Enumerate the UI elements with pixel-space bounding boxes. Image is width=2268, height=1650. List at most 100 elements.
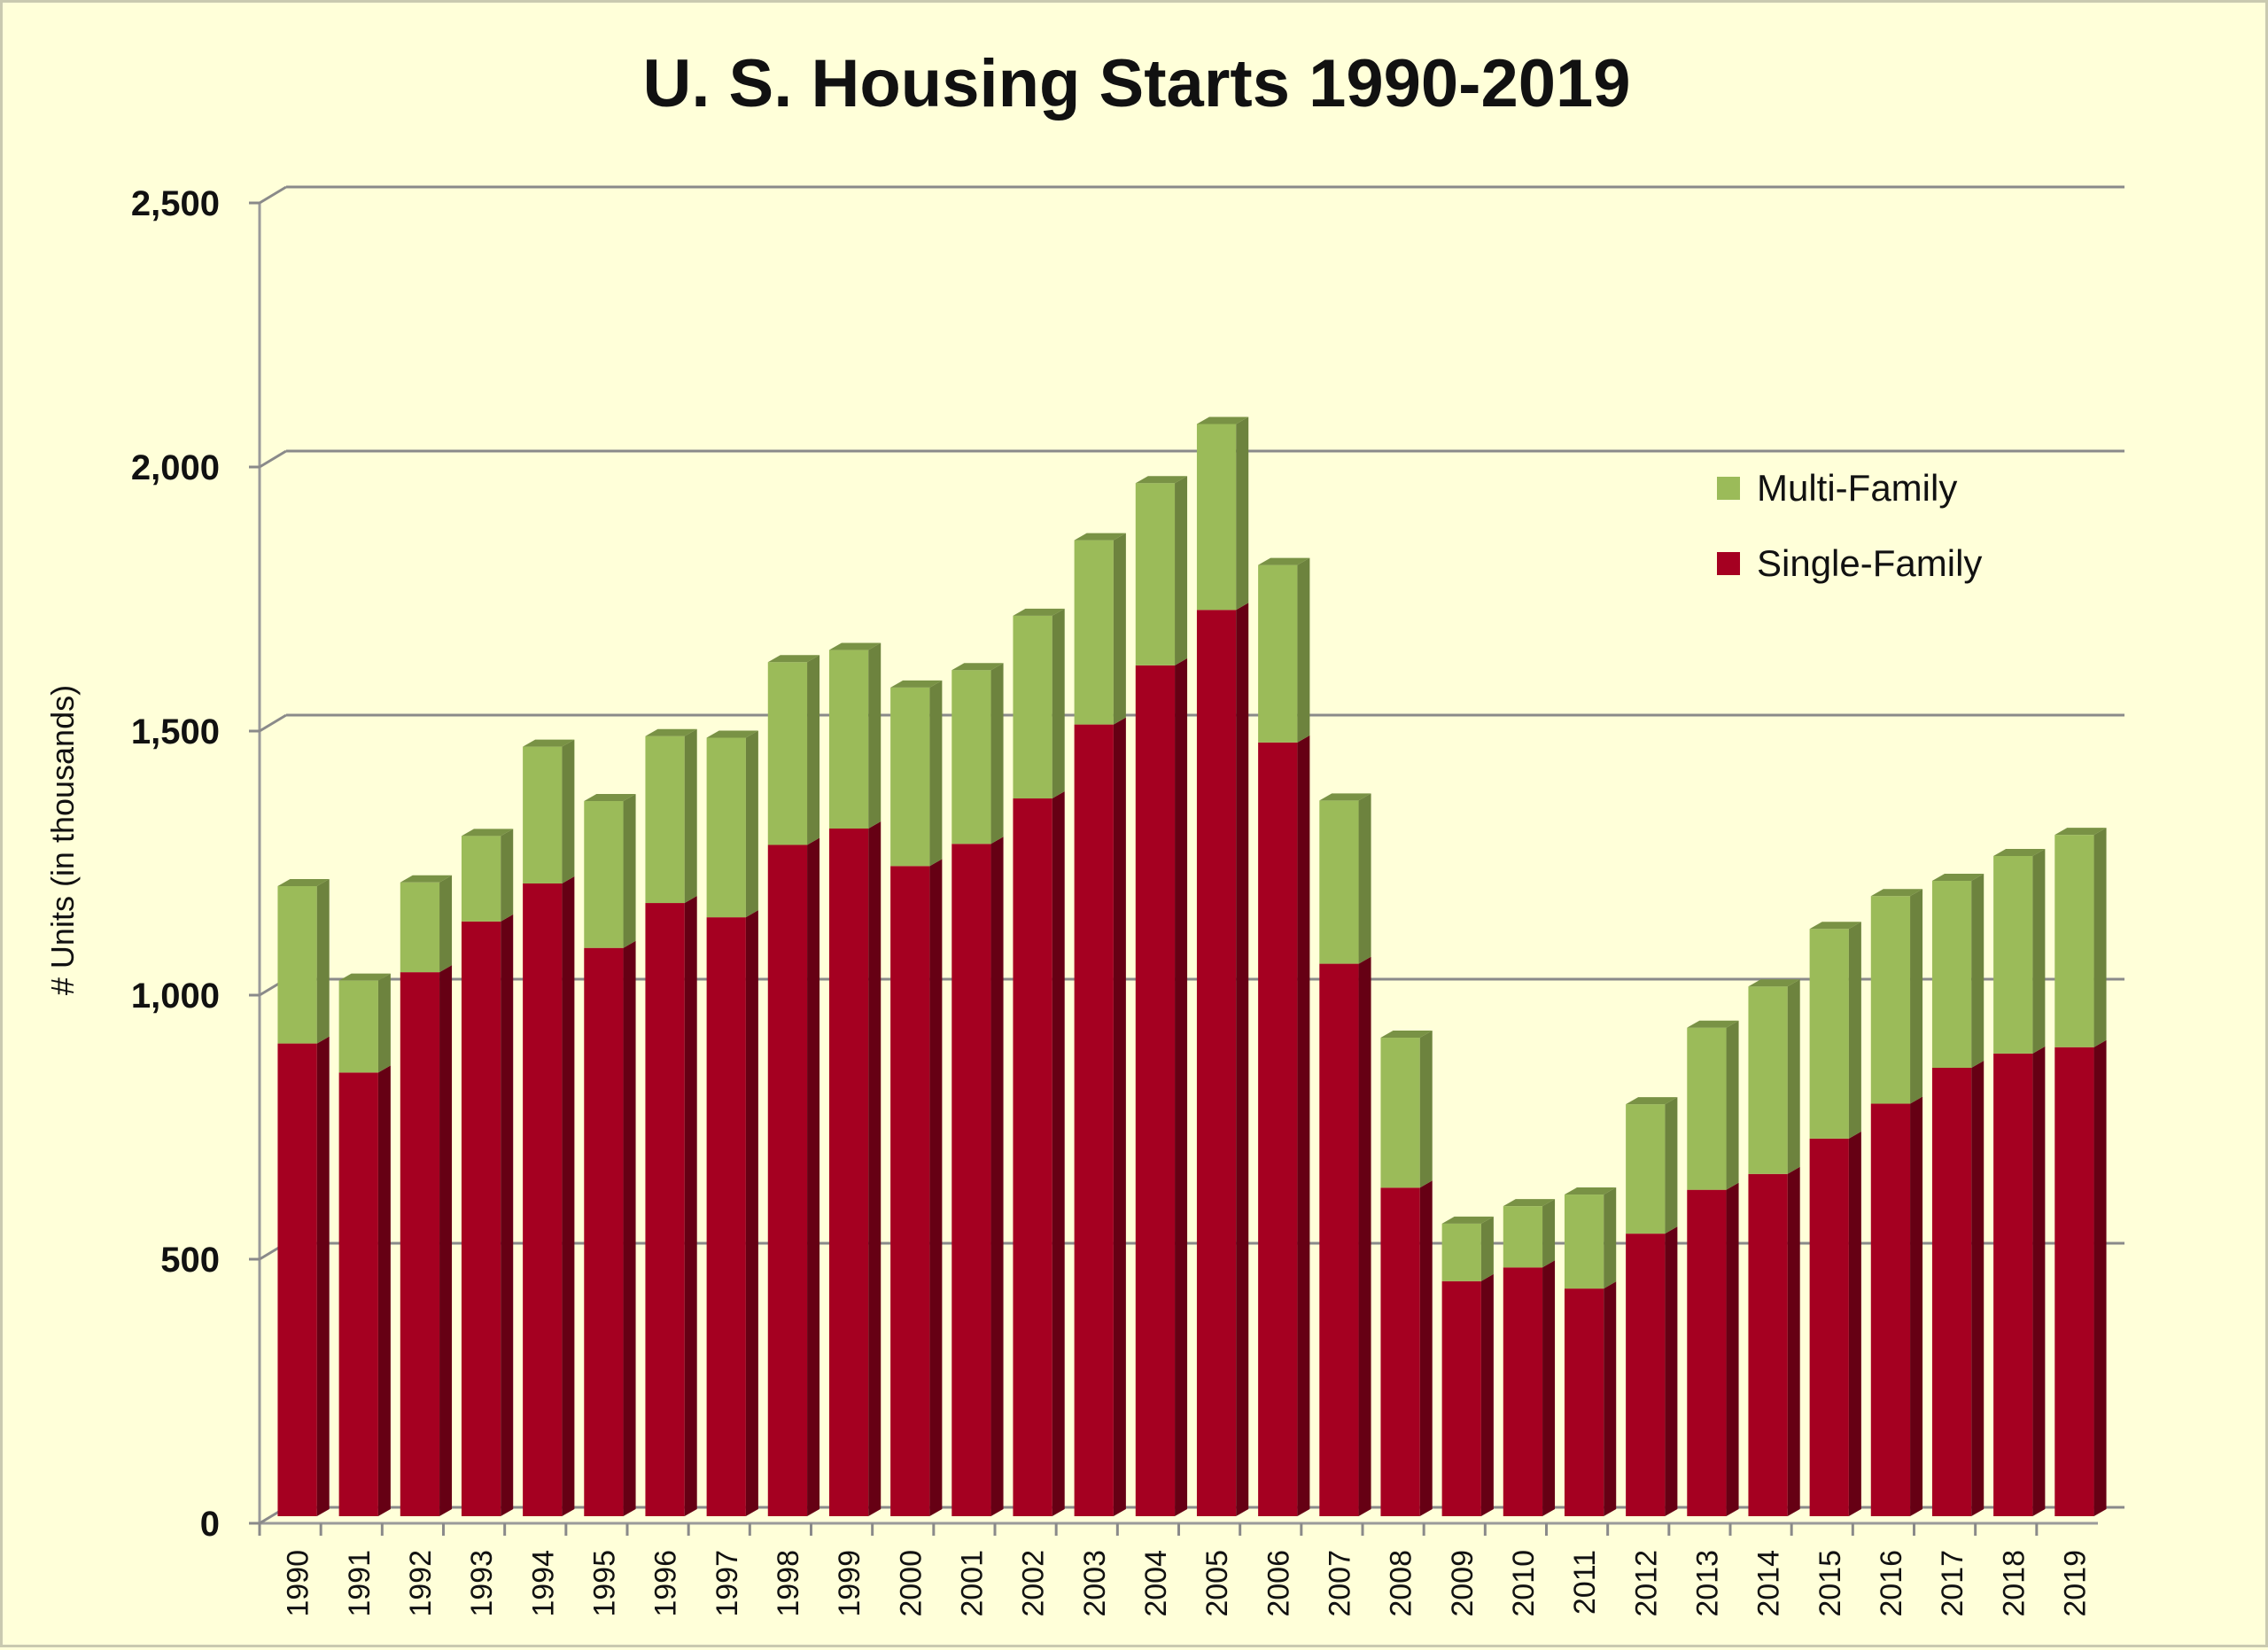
bar-multi-family-side-2008 <box>1419 1031 1433 1188</box>
bar-group-2015 <box>1809 922 1861 1516</box>
bar-single-family-side-2010 <box>1542 1260 1556 1516</box>
bar-top-2014 <box>1748 979 1800 987</box>
bar-multi-family-1994 <box>523 746 563 883</box>
bar-multi-family-side-2010 <box>1542 1199 1556 1268</box>
bar-multi-family-side-1994 <box>562 739 575 883</box>
x-tick-label: 2012 <box>1629 1550 1663 1617</box>
bar-single-family-side-2009 <box>1480 1273 1494 1516</box>
bar-single-family-side-2013 <box>1726 1182 1739 1516</box>
bar-single-family-1991 <box>338 1072 378 1516</box>
x-tick-label: 2007 <box>1323 1550 1356 1617</box>
bar-single-family-side-1992 <box>439 965 453 1516</box>
bar-single-family-side-2015 <box>1848 1131 1861 1516</box>
legend-swatch-multi-family <box>1717 477 1740 500</box>
bar-top-1999 <box>828 642 882 650</box>
bar-group-1997 <box>706 730 758 1516</box>
bar-group-1990 <box>277 878 330 1516</box>
bar-top-1997 <box>706 730 758 738</box>
x-axis-ticks: 1990 1991 1992 1993 1994 1995 1996 1997 1998 1999… <box>282 1550 2093 1617</box>
bar-top-2009 <box>1441 1216 1494 1224</box>
bar-single-family-side-1999 <box>868 821 882 1516</box>
bar-single-family-2005 <box>1196 610 1237 1516</box>
bar-multi-family-2001 <box>951 670 991 844</box>
bar-single-family-side-2017 <box>1971 1060 1984 1516</box>
bar-multi-family-2018 <box>1993 856 2033 1054</box>
bar-single-family-side-1994 <box>562 876 575 1516</box>
bar-single-family-side-2001 <box>990 837 1004 1516</box>
bar-single-family-side-2018 <box>2032 1046 2046 1516</box>
bars-layer <box>277 416 2107 1517</box>
bar-single-family-side-1995 <box>623 940 636 1516</box>
bar-single-family-1995 <box>584 947 624 1516</box>
bar-single-family-2013 <box>1687 1189 1727 1516</box>
x-tick-label: 2014 <box>1752 1550 1786 1617</box>
bar-group-2003 <box>1074 533 1126 1516</box>
y-tick-label: 2,500 <box>131 184 220 223</box>
bar-group-1996 <box>645 728 697 1516</box>
bar-multi-family-1998 <box>767 662 808 845</box>
bar-single-family-side-2008 <box>1419 1180 1433 1516</box>
gridline-depth <box>259 449 287 469</box>
bar-top-1991 <box>338 973 391 981</box>
bar-single-family-1994 <box>523 883 563 1516</box>
x-tick-label: 2010 <box>1507 1550 1541 1617</box>
bar-top-2005 <box>1196 416 1249 424</box>
bar-top-2000 <box>890 680 943 688</box>
bar-single-family-1993 <box>461 921 501 1516</box>
bar-multi-family-side-1995 <box>623 794 636 948</box>
bar-multi-family-2002 <box>1013 615 1052 799</box>
bar-single-family-2007 <box>1319 963 1359 1516</box>
x-tick-label: 2000 <box>894 1550 928 1617</box>
bar-single-family-side-2014 <box>1787 1166 1800 1516</box>
bar-single-family-side-1993 <box>501 914 514 1516</box>
x-tick-label: 2008 <box>1385 1550 1418 1617</box>
bar-group-2004 <box>1135 476 1188 1516</box>
x-tick-label: 2019 <box>2058 1550 2092 1617</box>
bar-group-1991 <box>338 973 391 1516</box>
y-tick-label: 500 <box>160 1241 220 1280</box>
chart-title: U. S. Housing Starts 1990-2019 <box>642 46 1631 121</box>
x-tick-label: 1992 <box>404 1550 438 1617</box>
x-tick-label: 1994 <box>526 1550 560 1617</box>
bar-single-family-2006 <box>1258 742 1298 1516</box>
bar-group-2018 <box>1993 849 2046 1516</box>
bar-single-family-side-2011 <box>1604 1281 1617 1516</box>
legend-label-multi-family: Multi-Family <box>1757 467 1957 509</box>
bar-top-2004 <box>1135 476 1188 484</box>
bar-single-family-side-2004 <box>1175 658 1188 1516</box>
bar-multi-family-1995 <box>584 801 624 948</box>
bar-multi-family-2008 <box>1380 1038 1420 1188</box>
bar-multi-family-side-1999 <box>868 642 882 829</box>
bar-multi-family-1996 <box>645 735 685 904</box>
bar-multi-family-side-1991 <box>377 973 391 1073</box>
y-tick-label: 1,000 <box>131 977 220 1016</box>
bar-top-2006 <box>1258 557 1310 565</box>
bar-multi-family-side-2014 <box>1787 979 1800 1174</box>
bar-multi-family-1999 <box>828 650 869 829</box>
bar-single-family-1998 <box>767 844 808 1516</box>
bar-group-2002 <box>1013 608 1065 1516</box>
bar-single-family-side-2003 <box>1113 717 1126 1516</box>
bar-group-1992 <box>400 875 453 1516</box>
bar-single-family-side-2019 <box>2093 1039 2107 1516</box>
x-tick-label: 2009 <box>1446 1550 1480 1617</box>
bar-single-family-2001 <box>951 844 991 1516</box>
bar-group-2011 <box>1564 1187 1617 1516</box>
bar-top-1995 <box>584 794 636 802</box>
bar-single-family-2015 <box>1809 1138 1849 1516</box>
bar-group-2016 <box>1870 889 1923 1516</box>
bar-single-family-2016 <box>1870 1103 1911 1516</box>
x-tick-label: 2015 <box>1814 1550 1847 1617</box>
bar-group-2007 <box>1319 793 1371 1516</box>
bar-multi-family-side-2001 <box>990 663 1004 844</box>
bar-multi-family-side-2013 <box>1726 1020 1739 1190</box>
bar-group-1998 <box>767 655 820 1516</box>
bar-top-1998 <box>767 655 820 663</box>
bar-single-family-2008 <box>1380 1187 1420 1516</box>
bar-multi-family-side-1998 <box>807 655 820 845</box>
bar-multi-family-2006 <box>1258 564 1298 743</box>
bar-multi-family-2019 <box>2054 835 2094 1047</box>
bar-group-1995 <box>584 794 636 1516</box>
bar-multi-family-side-2011 <box>1604 1187 1617 1289</box>
bar-group-2006 <box>1258 557 1310 1516</box>
